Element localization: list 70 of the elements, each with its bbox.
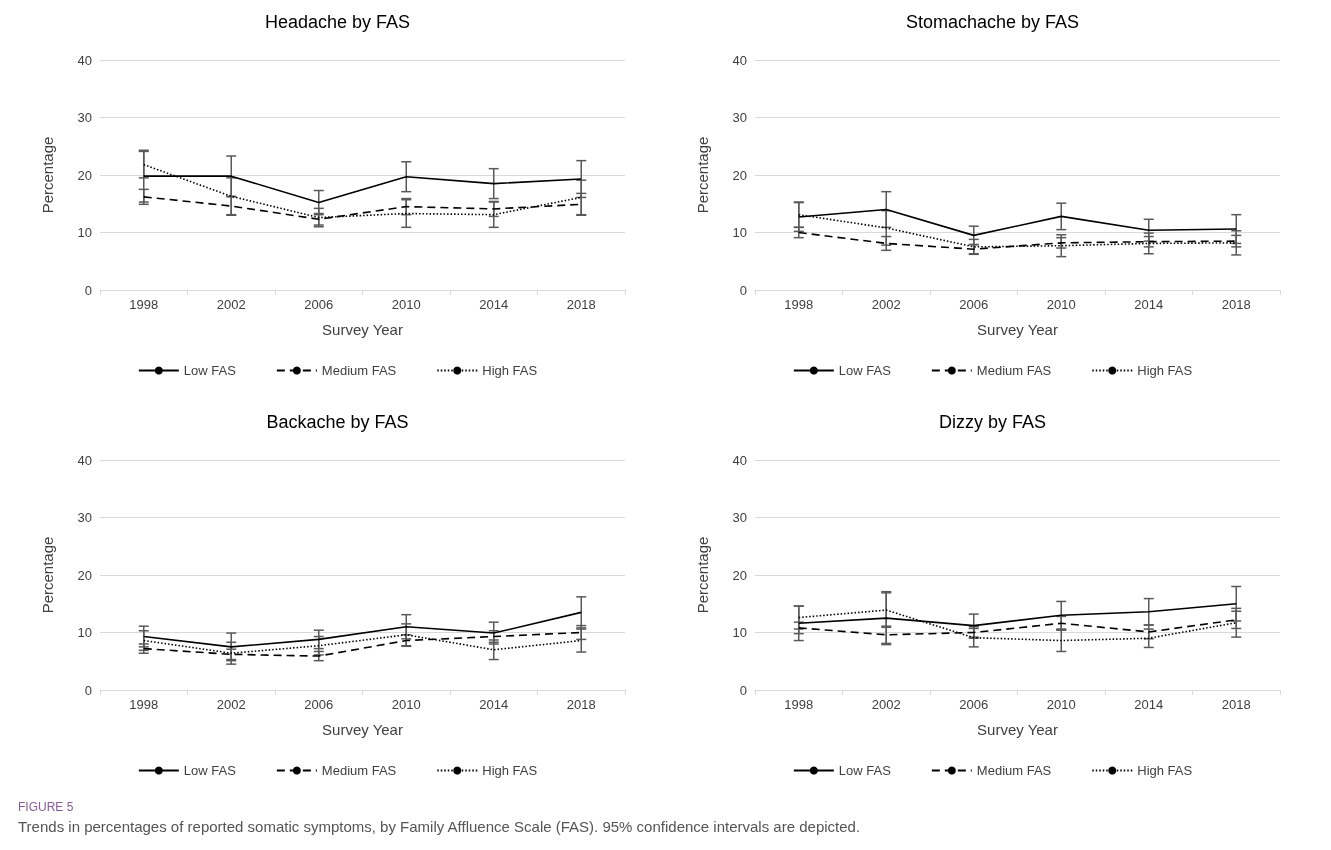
x-tick-label: 2006 xyxy=(959,697,989,712)
x-tick-label: 2014 xyxy=(1134,297,1164,312)
y-tick-label: 30 xyxy=(732,110,747,125)
y-tick-label: 40 xyxy=(732,452,747,468)
y-tick-label: 40 xyxy=(732,52,747,68)
x-tick-label: 2010 xyxy=(1046,697,1076,712)
legend-label: High FAS xyxy=(482,363,538,378)
y-axis-title: Percentage xyxy=(39,136,56,214)
y-tick-label: 40 xyxy=(77,52,92,68)
x-tick-label: 2018 xyxy=(1221,297,1251,312)
x-tick-label: 2014 xyxy=(1134,697,1164,712)
x-tick-label: 2018 xyxy=(566,297,596,312)
legend-label: Medium FAS xyxy=(976,763,1052,778)
x-tick-label: 2010 xyxy=(391,297,421,312)
x-tick-label: 2002 xyxy=(871,297,901,312)
y-tick-label: 30 xyxy=(77,510,92,525)
chart-title: Headache by FAS xyxy=(264,12,411,32)
y-tick-label: 20 xyxy=(77,167,92,183)
y-tick-label: 20 xyxy=(732,567,747,583)
y-tick-label: 20 xyxy=(77,567,92,583)
x-tick-label: 1998 xyxy=(784,697,814,712)
legend-label: Medium FAS xyxy=(321,763,397,778)
legend-label: Medium FAS xyxy=(321,363,397,378)
legend-label: Low FAS xyxy=(183,363,237,378)
y-axis-title: Percentage xyxy=(39,536,56,614)
legend-label: High FAS xyxy=(1137,363,1193,378)
y-tick-label: 0 xyxy=(84,682,92,698)
x-tick-label: 1998 xyxy=(129,697,159,712)
x-tick-label: 2014 xyxy=(479,297,509,312)
x-tick-label: 2002 xyxy=(871,697,901,712)
legend-label: Low FAS xyxy=(183,763,237,778)
y-tick-label: 30 xyxy=(77,110,92,125)
y-tick-label: 20 xyxy=(732,167,747,183)
x-tick-label: 2018 xyxy=(566,697,596,712)
chart-title: Dizzy by FAS xyxy=(938,412,1047,432)
x-tick-label: 2010 xyxy=(391,697,421,712)
y-tick-label: 10 xyxy=(732,625,747,640)
y-axis-title: Percentage xyxy=(694,536,711,614)
y-tick-label: 30 xyxy=(732,510,747,525)
x-tick-label: 2006 xyxy=(959,297,989,312)
chart-title: Backache by FAS xyxy=(266,412,409,432)
x-tick-label: 2002 xyxy=(216,297,246,312)
x-axis-title: Survey Year xyxy=(977,721,1058,738)
y-axis-title: Percentage xyxy=(694,136,711,214)
x-tick-label: 2002 xyxy=(216,697,246,712)
y-tick-label: 0 xyxy=(84,282,92,298)
legend-label: High FAS xyxy=(1137,763,1193,778)
x-axis-title: Survey Year xyxy=(322,321,403,338)
y-tick-label: 0 xyxy=(739,682,747,698)
x-tick-label: 2014 xyxy=(479,697,509,712)
legend-label: Medium FAS xyxy=(976,363,1052,378)
y-tick-label: 40 xyxy=(77,452,92,468)
legend-label: Low FAS xyxy=(838,763,892,778)
legend-label: Low FAS xyxy=(838,363,892,378)
caption: FIGURE 5 xyxy=(18,800,75,814)
x-tick-label: 2018 xyxy=(1221,697,1251,712)
x-axis-title: Survey Year xyxy=(322,721,403,738)
y-tick-label: 10 xyxy=(77,625,92,640)
chart-title: Stomachache by FAS xyxy=(905,12,1080,32)
legend-label: High FAS xyxy=(482,763,538,778)
x-tick-label: 1998 xyxy=(784,297,814,312)
x-tick-label: 2006 xyxy=(304,297,334,312)
y-tick-label: 10 xyxy=(732,225,747,240)
x-axis-title: Survey Year xyxy=(977,321,1058,338)
x-tick-label: 2010 xyxy=(1046,297,1076,312)
x-tick-label: 2006 xyxy=(304,697,334,712)
x-tick-label: 1998 xyxy=(129,297,159,312)
text: Trends in percentages of reported somatic symptoms, by Family Affluence Scale (FAS). 95% confidence intervals are depicted. xyxy=(18,818,861,835)
y-tick-label: 10 xyxy=(77,225,92,240)
y-tick-label: 0 xyxy=(739,282,747,298)
